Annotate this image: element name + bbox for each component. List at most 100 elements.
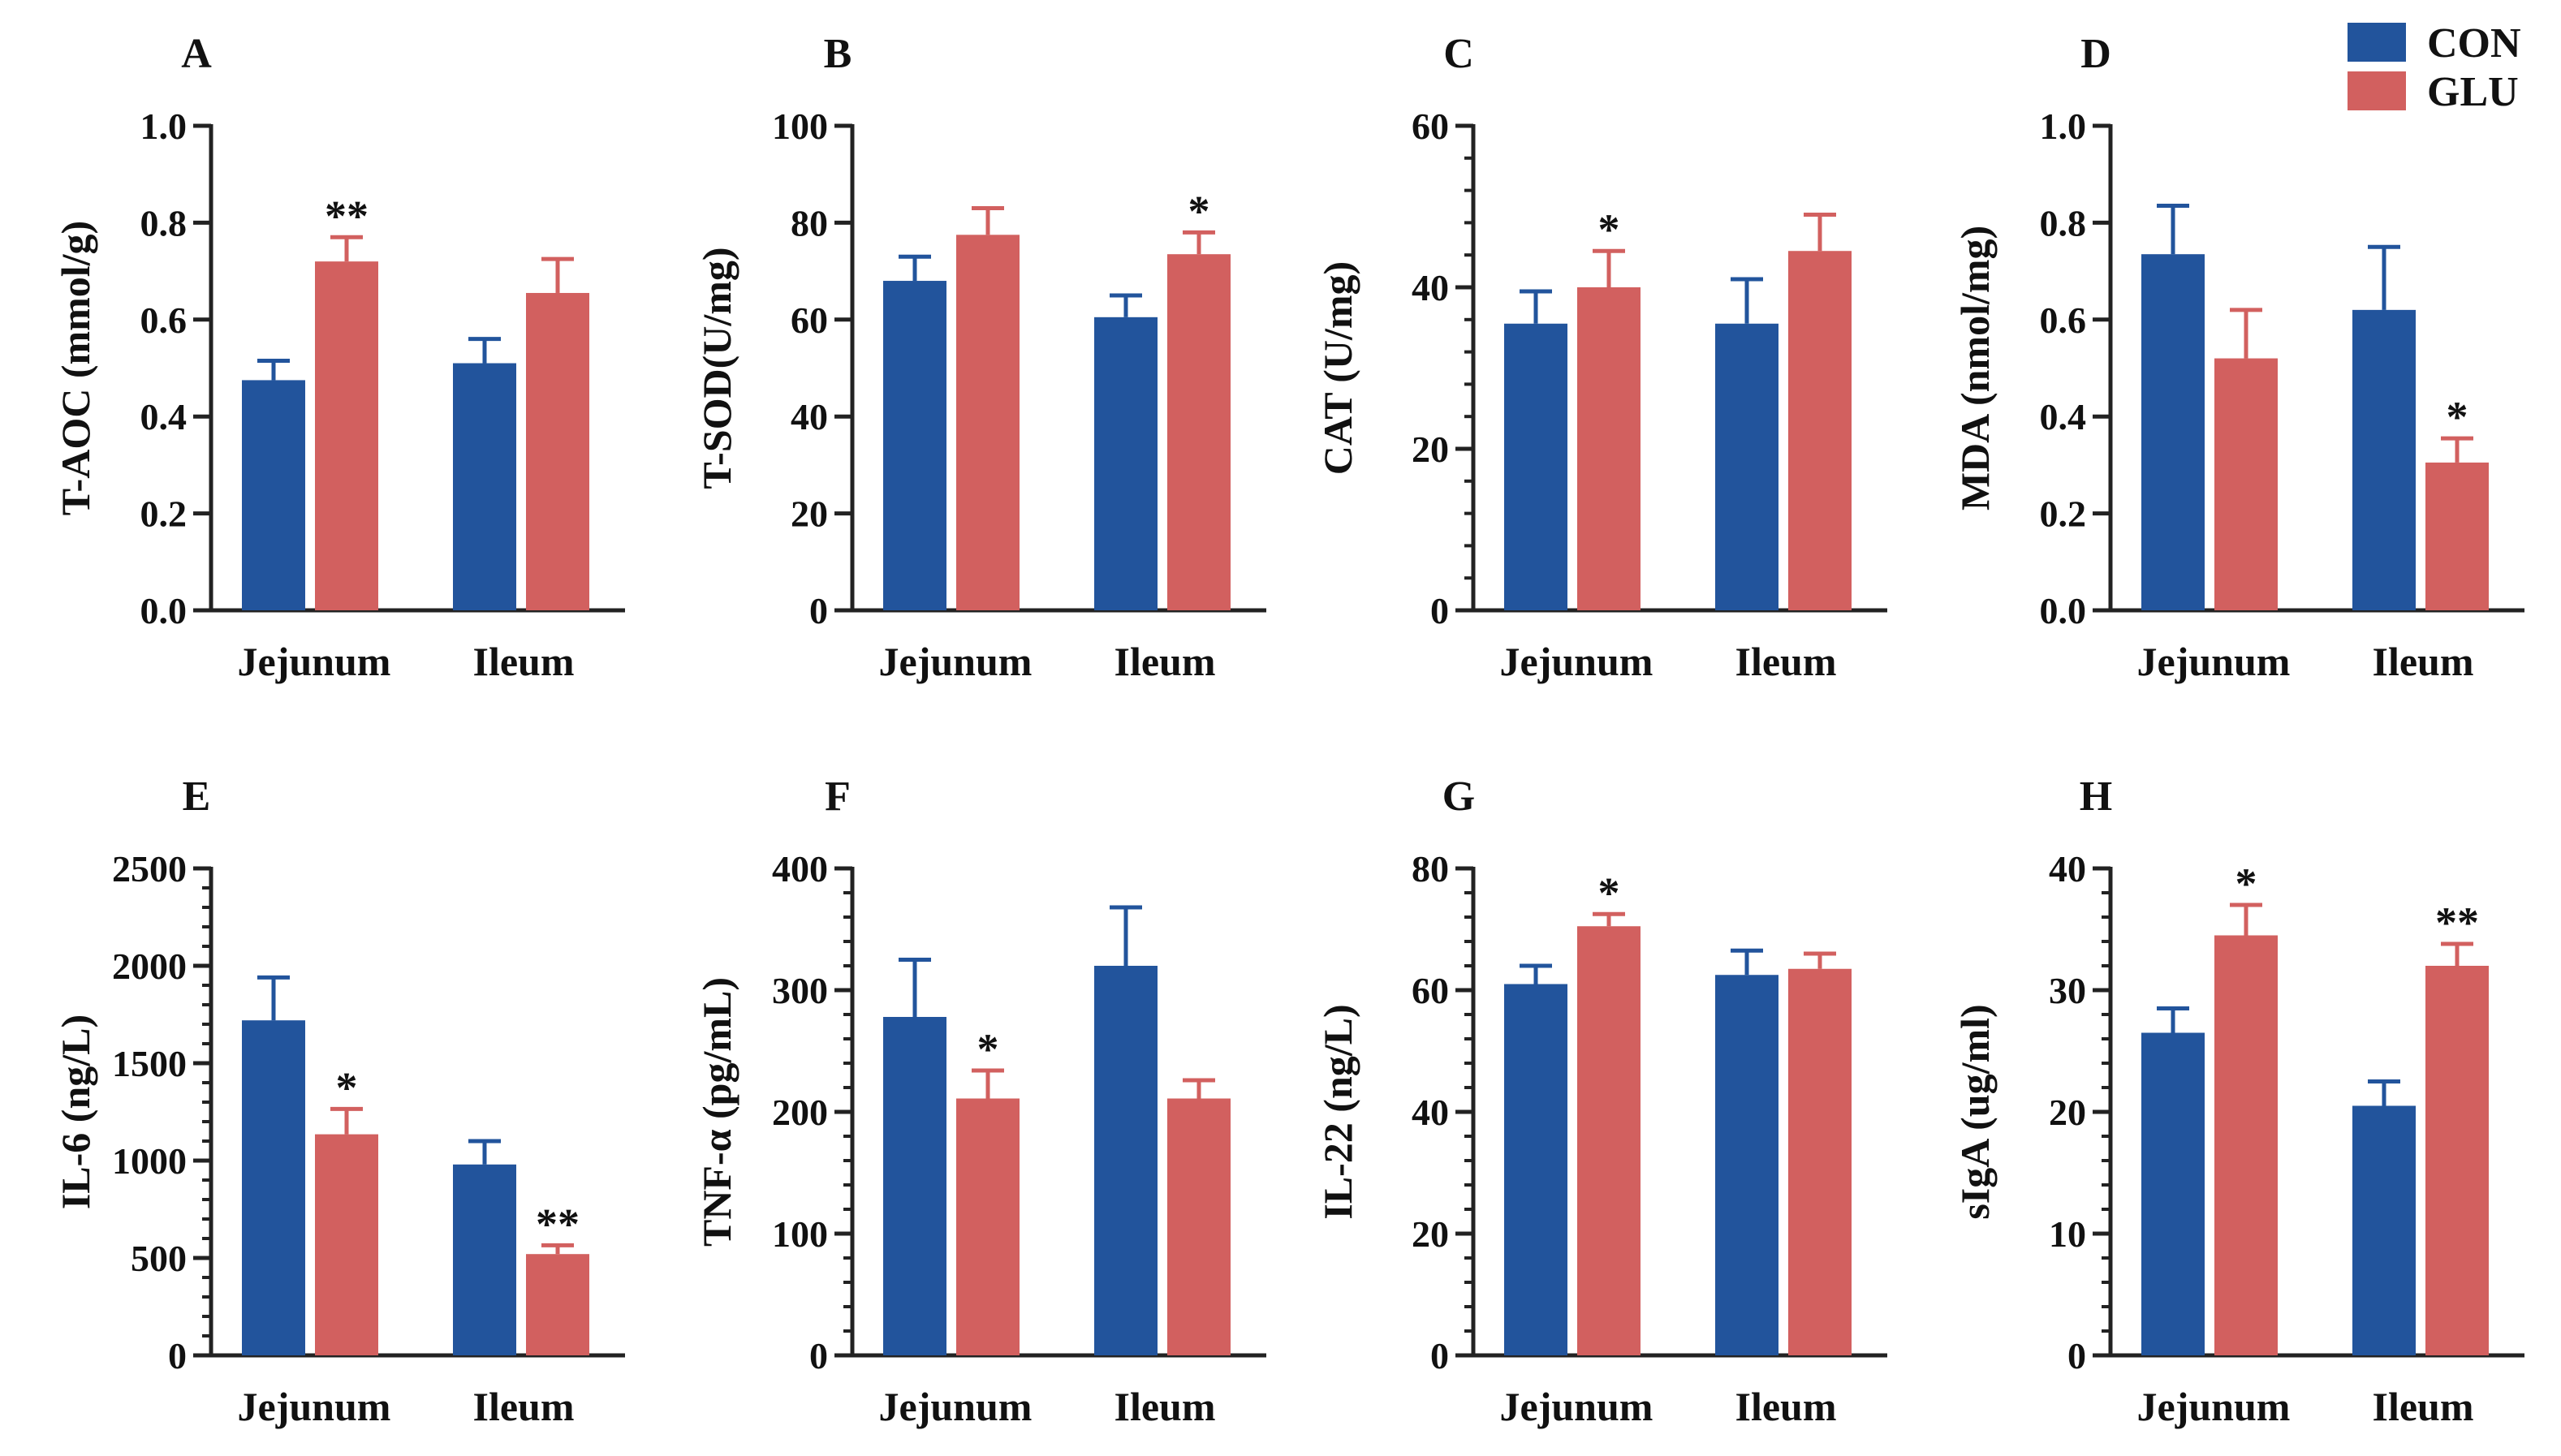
bar-con-ileum — [1094, 317, 1158, 610]
bar-glu-jejunum — [956, 1098, 1020, 1355]
y-tick-label: 200 — [772, 1092, 828, 1133]
bar-con-ileum — [453, 1164, 516, 1355]
y-tick-label: 20 — [2049, 1092, 2086, 1133]
y-tick-label: 60 — [1412, 970, 1449, 1011]
bar-glu-jejunum — [315, 261, 378, 610]
panel-f: F TNF-α (pg/mL) 0 100 200 300 400 Jejunum Ileum * — [694, 773, 1266, 1429]
y-tick-label: 1500 — [112, 1043, 187, 1084]
panel-label: D — [2080, 31, 2111, 77]
bar-glu-ileum — [2425, 462, 2489, 610]
bar-con-jejunum — [1504, 984, 1567, 1355]
y-tick-label: 0.4 — [140, 396, 188, 437]
x-category-label: Jejunum — [238, 1384, 391, 1429]
y-axis-title: T-SOD(U/mg) — [694, 247, 739, 489]
x-category-label: Ileum — [1735, 639, 1837, 684]
x-category-label: Ileum — [1735, 1384, 1837, 1429]
bar-glu-jejunum — [956, 235, 1020, 610]
panel-label: G — [1442, 773, 1475, 820]
bar-glu-ileum — [2425, 966, 2489, 1355]
x-category-label: Ileum — [1115, 1384, 1216, 1429]
y-tick-label: 0.0 — [2040, 590, 2087, 631]
bar-con-jejunum — [242, 380, 305, 610]
x-category-label: Jejunum — [879, 1384, 1033, 1429]
x-category-label: Ileum — [473, 1384, 575, 1429]
x-category-label: Jejunum — [238, 639, 391, 684]
panel-b: B T-SOD(U/mg) 0 20 40 60 80 100 Jejunum Ileum * — [694, 31, 1266, 684]
y-tick-label: 0 — [2067, 1335, 2086, 1376]
bar-con-ileum — [1715, 323, 1778, 610]
significance-mark: * — [977, 1025, 999, 1074]
legend-label: CON — [2427, 20, 2521, 67]
y-tick-label: 2000 — [112, 946, 187, 987]
panel-label: F — [825, 773, 851, 820]
y-axis-title: T-AOC (mmol/g) — [53, 221, 98, 515]
legend-swatch-glu — [2348, 71, 2406, 110]
x-category-label: Jejunum — [2137, 1384, 2291, 1429]
y-tick-label: 0.2 — [140, 493, 188, 535]
bar-glu-jejunum — [1577, 926, 1641, 1355]
panel-e: E IL-6 (ng/L) 0 500 1000 1500 2000 2500 Jejunum I… — [53, 773, 625, 1429]
y-tick-label: 1000 — [112, 1140, 187, 1182]
bar-glu-ileum — [1788, 251, 1852, 610]
y-tick-label: 0.6 — [140, 299, 188, 341]
panel-g: G IL-22 (ng/L) 0 20 40 60 80 Jejunum Ileum * — [1315, 773, 1887, 1429]
y-tick-label: 0 — [1430, 1335, 1449, 1376]
x-category-label: Ileum — [2373, 1384, 2474, 1429]
y-tick-label: 0.6 — [2040, 299, 2087, 341]
bar-glu-ileum — [1788, 968, 1852, 1355]
x-category-label: Ileum — [1115, 639, 1216, 684]
panel-d: D MDA (nmol/mg) 0.0 0.2 0.4 0.6 0.8 1.0 Jejunum I… — [1952, 31, 2524, 684]
bar-glu-ileum — [1167, 1098, 1231, 1355]
panel-c: C CAT (U/mg) 0 20 40 60 Jejunum Ileum * — [1315, 31, 1887, 684]
y-tick-label: 0.0 — [140, 590, 188, 631]
y-tick-label: 100 — [772, 106, 828, 147]
bar-con-jejunum — [1504, 323, 1567, 610]
bar-con-ileum — [1715, 975, 1778, 1355]
panel-label: H — [2080, 773, 2112, 820]
y-tick-label: 40 — [1412, 1092, 1449, 1133]
x-category-label: Ileum — [2373, 639, 2474, 684]
bar-glu-ileum — [526, 292, 589, 610]
significance-mark: * — [2235, 859, 2257, 908]
bar-con-jejunum — [883, 1017, 946, 1355]
y-tick-label: 300 — [772, 970, 828, 1011]
significance-mark: ** — [536, 1200, 580, 1248]
significance-mark: ** — [325, 192, 369, 240]
y-tick-label: 40 — [791, 396, 828, 437]
bar-glu-jejunum — [2214, 358, 2278, 610]
y-tick-label: 1.0 — [140, 106, 188, 147]
bar-con-jejunum — [242, 1020, 305, 1355]
y-tick-label: 60 — [1412, 106, 1449, 147]
y-tick-label: 400 — [772, 848, 828, 890]
y-tick-label: 10 — [2049, 1213, 2086, 1255]
y-axis-title: TNF-α (pg/mL) — [694, 977, 739, 1247]
panel-label: C — [1443, 31, 1474, 77]
bar-glu-jejunum — [1577, 287, 1641, 610]
bar-con-jejunum — [2141, 1032, 2205, 1355]
y-axis-title: sIgA (ug/ml) — [1952, 1004, 1998, 1219]
x-category-label: Jejunum — [879, 639, 1033, 684]
y-tick-label: 20 — [1412, 1213, 1449, 1255]
y-tick-label: 2500 — [112, 848, 187, 890]
panel-label: A — [181, 31, 212, 77]
y-tick-label: 500 — [131, 1238, 187, 1279]
y-tick-label: 0.8 — [140, 202, 188, 243]
y-tick-label: 0 — [809, 1335, 828, 1376]
y-tick-label: 0 — [168, 1335, 187, 1376]
y-tick-label: 1.0 — [2040, 106, 2087, 147]
x-category-label: Jejunum — [1500, 1384, 1653, 1429]
y-tick-label: 40 — [2049, 848, 2086, 890]
y-tick-label: 20 — [791, 493, 828, 535]
bar-con-ileum — [2352, 309, 2416, 610]
y-tick-label: 80 — [791, 202, 828, 243]
bar-con-jejunum — [883, 281, 946, 610]
significance-mark: * — [336, 1063, 358, 1112]
panel-a: A T-AOC (mmol/g) 0.0 0.2 0.4 0.6 0.8 1.0 Jejunum… — [53, 31, 625, 684]
panel-label: B — [824, 31, 852, 77]
y-tick-label: 80 — [1412, 848, 1449, 890]
bar-glu-jejunum — [315, 1134, 378, 1355]
bar-glu-ileum — [1167, 254, 1231, 610]
